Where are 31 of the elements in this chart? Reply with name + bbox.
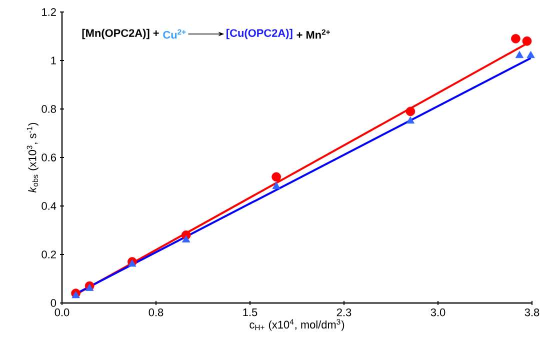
x-tick-label: 0.8 <box>148 308 164 316</box>
x-tick-label: 3.8 <box>524 308 540 316</box>
x-tick-label: 2.3 <box>336 308 352 316</box>
point <box>72 291 80 298</box>
point <box>515 50 524 58</box>
annotation: [Cu(OPC2A)] <box>226 28 292 40</box>
x-tick-label: 3.0 <box>430 308 446 316</box>
y-tick-label: 0 <box>50 299 56 307</box>
point <box>85 284 94 291</box>
x-tick-label: 1.5 <box>243 308 258 316</box>
annotation: + Mn$^{2+}$ <box>296 29 330 39</box>
point <box>526 50 535 58</box>
y-tick-label: 0.4 <box>42 202 56 210</box>
point <box>406 106 416 116</box>
annotation: [Mn(OPC2A)] + <box>82 28 159 40</box>
y-axis-title: k$_{obs}$ (x10$^{3}$, s$^{-1}$) <box>26 122 38 193</box>
point <box>272 182 280 190</box>
y-tick-label: 1 <box>51 56 56 64</box>
point <box>511 34 520 44</box>
y-tick-label: 0.8 <box>42 105 56 113</box>
annotation: Cu$^{2+}$ <box>163 29 186 39</box>
y-tick-label: 0.2 <box>42 250 56 258</box>
point <box>182 235 190 242</box>
point <box>128 260 136 267</box>
x-axis-title: c$_{H+}$ (x10$^{4}$, mol/dm$^{3}$) <box>250 319 344 331</box>
point <box>522 36 532 46</box>
y-tick-label: 1.2 <box>42 8 56 16</box>
point <box>406 116 415 124</box>
x-tick-label: 0.0 <box>54 308 70 316</box>
point <box>272 172 282 182</box>
y-tick-label: 0.6 <box>42 154 56 162</box>
